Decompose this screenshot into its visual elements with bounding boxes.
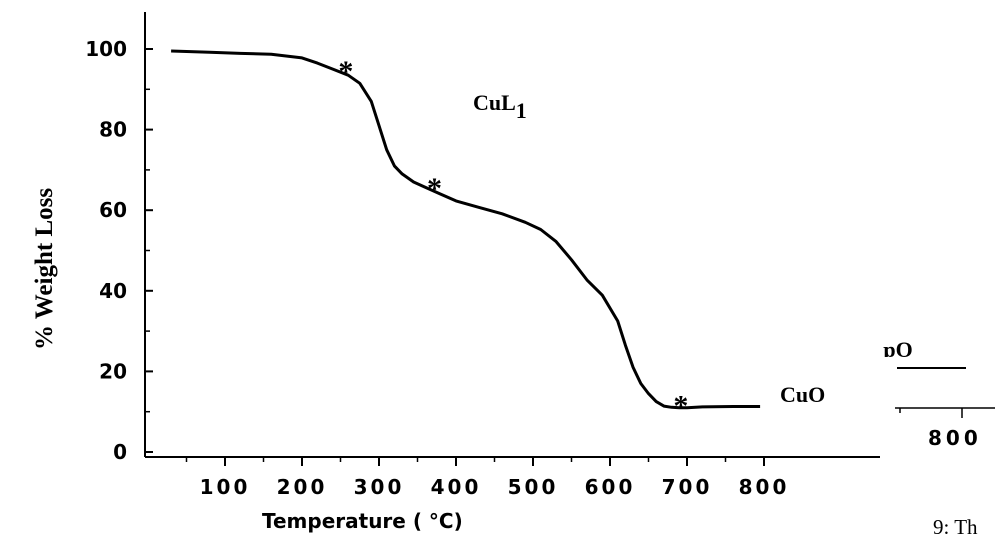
stage-marker-star: * <box>338 55 353 88</box>
y-tick-label: 40 <box>99 279 127 303</box>
figure-caption-fragment: 9: Th <box>933 515 978 536</box>
x-tick-label: 700 <box>662 475 713 499</box>
compound-label-subscript: 1 <box>516 98 527 123</box>
compound-label-main: CuL <box>473 90 516 115</box>
residue-label: CuO <box>780 382 825 407</box>
stage-markers: * * * <box>338 55 688 422</box>
y-tick-label: 60 <box>99 198 127 222</box>
y-tick-label: 20 <box>99 359 127 383</box>
cut-fragment-tick-label: 800 <box>928 426 982 450</box>
cut-fragment-label: ɒO <box>883 337 913 362</box>
x-tick-label: 200 <box>277 475 328 499</box>
compound-label: CuL1 <box>473 90 527 123</box>
x-tick-label: 400 <box>431 475 482 499</box>
stage-marker-star: * <box>427 172 442 205</box>
weight-loss-curve <box>171 49 761 410</box>
y-axis-label: % Weight Loss <box>31 188 58 350</box>
y-axis-ticks: 0 20 40 60 80 100 <box>85 37 153 464</box>
x-tick-label: 500 <box>508 475 559 499</box>
x-tick-label: 800 <box>739 475 790 499</box>
x-tick-label: 300 <box>354 475 405 499</box>
x-axis-label: Temperature ( °C) <box>262 509 463 533</box>
x-tick-label: 600 <box>585 475 636 499</box>
y-tick-label: 80 <box>99 118 127 142</box>
x-tick-label: 100 <box>200 475 251 499</box>
stage-marker-star: * <box>673 390 688 423</box>
y-tick-label: 0 <box>113 440 127 464</box>
y-tick-label: 100 <box>85 37 127 61</box>
x-axis-ticks: 100 200 300 400 500 600 700 800 <box>185 457 790 499</box>
